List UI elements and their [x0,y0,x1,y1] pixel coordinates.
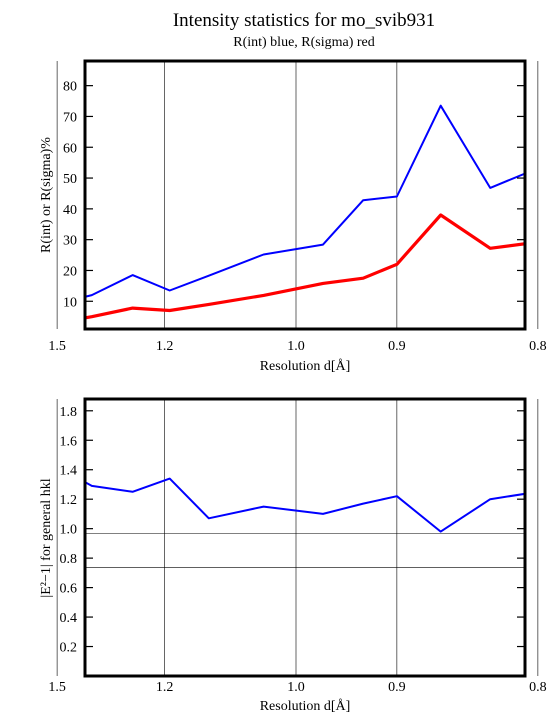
bottom-y-tick-label: 1.4 [60,464,78,479]
bottom-y-tick-label: 1.2 [60,493,78,508]
top-y-tick-label: 20 [63,264,77,279]
top-x-tick-label: 0.8 [529,339,547,354]
bottom-y-tick-label: 0.8 [60,552,78,567]
bottom-grid [56,399,539,676]
top-x-tick-label: 0.9 [388,339,406,354]
bottom-y-ticks: 0.2 0.4 0.6 0.8 1.0 1.2 1.4 1.6 1.8 [60,405,525,656]
bottom-x-tick-label: 1.0 [287,680,305,695]
bottom-y-axis-label: |E²−1| for general hkl [39,478,54,597]
top-series-rint-line [85,104,525,298]
bottom-y-tick-label: 1.0 [60,523,78,538]
top-x-ticks: 4.12.01.51.21.00.90.80.7 [48,339,547,354]
chart-title: Intensity statistics for mo_svib931 [173,10,435,31]
bottom-panel: 0.20.40.60.81.01.21.41.61.8 4.12.01.51.2… [39,397,547,714]
bottom-x-tick-label: 0.9 [388,680,406,695]
top-x-axis-label: Resolution d[Å] [260,358,351,374]
bottom-series-e-line [85,477,525,533]
top-grid [56,61,539,329]
top-y-tick-label: 50 [63,172,77,187]
bottom-y-tick-label: 1.8 [60,405,78,420]
top-y-axis-label: R(int) or R(sigma)% [39,137,54,253]
top-series-rsigma-line [85,213,525,320]
bottom-x-ticks: 4.12.01.51.21.00.90.80.7 [48,680,547,695]
top-y-tick-label: 30 [63,234,77,249]
bottom-y-tick-label: 1.6 [60,434,78,449]
top-y-tick-label: 70 [63,110,77,125]
top-y-tick-label: 10 [63,295,77,310]
bottom-y-tick-label: 0.4 [60,611,78,626]
bottom-x-axis-label: Resolution d[Å] [260,698,351,714]
chart-subtitle: R(int) blue, R(sigma) red [233,35,375,50]
top-y-tick-label: 60 [63,141,77,156]
bottom-series-lines [85,477,525,533]
bottom-y-tick-label: 0.6 [60,582,78,597]
top-x-tick-label: 1.2 [156,339,174,354]
top-y-tick-label: 80 [63,80,77,95]
bottom-x-tick-label: 1.2 [156,680,174,695]
top-plot-frame [83,59,527,331]
bottom-x-tick-label: 1.5 [48,680,66,695]
bottom-y-tick-label: 0.2 [60,641,78,656]
bottom-x-tick-label: 0.8 [529,680,547,695]
top-y-tick-label: 40 [63,203,77,218]
bottom-plot-frame [83,397,527,678]
top-series-lines [85,104,525,320]
top-x-tick-label: 1.0 [287,339,305,354]
top-x-tick-label: 1.5 [48,339,66,354]
